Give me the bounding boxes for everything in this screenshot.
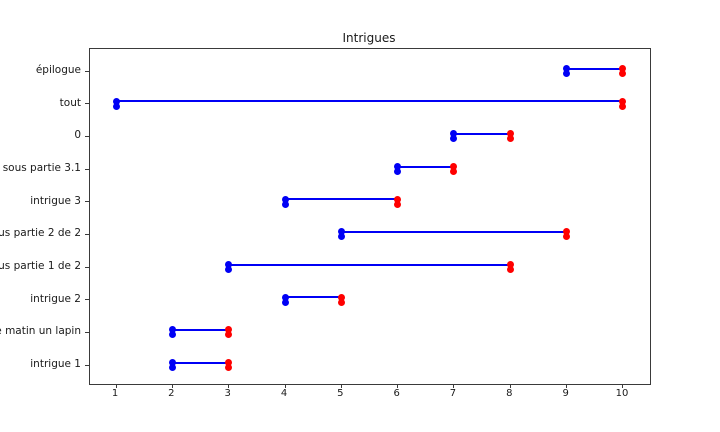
start-marker-dot (112, 102, 120, 110)
x-tick-label: 8 (506, 388, 513, 399)
x-tick-label: 1 (111, 388, 119, 399)
x-tick-label: 6 (393, 388, 400, 399)
x-tick-label: 2 (168, 388, 175, 399)
end-marker-dot (563, 233, 571, 241)
x-tick-mark (340, 384, 342, 388)
end-marker-dot (394, 200, 402, 208)
end-marker-dot (506, 135, 514, 143)
x-tick-label: 5 (337, 388, 344, 399)
duration-line (397, 165, 454, 168)
start-marker-dot (281, 298, 289, 306)
x-tick-mark (622, 384, 624, 388)
y-tick-label: intrigue 1 (30, 358, 81, 370)
start-marker-dot (281, 195, 289, 203)
end-marker-dot (563, 228, 571, 236)
duration-line (116, 100, 623, 103)
start-marker-dot (450, 130, 458, 138)
start-marker-dot (225, 261, 233, 268)
x-tick-mark (228, 384, 230, 388)
x-tick-label: 7 (449, 388, 457, 399)
start-marker-dot (168, 364, 176, 371)
duration-line (566, 67, 623, 70)
y-tick-label: épilogue (35, 64, 81, 76)
end-marker-dot (619, 65, 627, 72)
start-marker-dot (168, 326, 176, 334)
y-tick-label: e matin un lapin (0, 325, 81, 338)
start-marker-dot (394, 168, 402, 175)
x-tick-mark (566, 384, 568, 388)
duration-line (172, 328, 229, 331)
y-tick-mark (85, 299, 89, 301)
start-marker-dot (337, 233, 345, 241)
y-tick-mark (85, 331, 89, 333)
end-marker-dot (225, 326, 233, 334)
y-tick-mark (85, 168, 89, 170)
y-tick-mark (85, 233, 89, 235)
duration-line (228, 263, 511, 266)
duration-line (453, 132, 511, 135)
y-tick-mark (85, 266, 89, 268)
y-tick-label: sous partie 3.1 (2, 162, 81, 174)
y-tick-label: intrigue 3 (30, 194, 81, 207)
y-tick-mark (85, 201, 89, 203)
end-marker-dot (394, 195, 402, 203)
start-marker-dot (563, 65, 571, 72)
end-marker-dot (225, 331, 233, 339)
end-marker-dot (225, 359, 233, 366)
end-marker-dot (506, 130, 514, 138)
start-marker-dot (563, 70, 571, 77)
x-tick-label: 3 (224, 388, 231, 399)
start-marker-dot (281, 200, 289, 208)
x-tick-label: 10 (615, 388, 629, 399)
duration-line (285, 198, 398, 201)
y-tick-label: intrigue 2 (30, 292, 81, 305)
chart-title: Intrigues (342, 31, 396, 45)
plot-area (85, 48, 651, 388)
x-tick-mark (453, 384, 455, 388)
end-marker-dot (225, 364, 233, 371)
y-tick-mark (85, 364, 89, 366)
end-marker-dot (506, 266, 514, 273)
start-marker-dot (168, 359, 176, 366)
end-marker-dot (337, 298, 345, 306)
end-marker-dot (619, 102, 627, 110)
end-marker-dot (450, 163, 458, 170)
y-tick-label: tout (59, 96, 81, 109)
x-tick-mark (509, 384, 511, 388)
x-tick-label: 4 (280, 388, 288, 399)
start-marker-dot (337, 228, 345, 236)
x-tick-mark (284, 384, 286, 388)
end-marker-dot (506, 261, 514, 268)
x-tick-mark (115, 384, 117, 388)
y-tick-label: ous partie 1 de 2 (0, 260, 81, 272)
end-marker-dot (337, 293, 345, 301)
y-tick-label: 0 (74, 129, 81, 142)
end-marker-dot (619, 70, 627, 77)
start-marker-dot (281, 293, 289, 301)
y-tick-label: ous partie 2 de 2 (0, 227, 81, 240)
x-tick-mark (397, 384, 399, 388)
y-tick-mark (85, 70, 89, 72)
duration-line (172, 361, 229, 364)
y-tick-mark (85, 103, 89, 105)
y-tick-mark (85, 135, 89, 137)
duration-line (285, 296, 342, 299)
duration-line (341, 230, 567, 233)
start-marker-dot (168, 331, 176, 339)
x-tick-label: 9 (562, 388, 569, 399)
end-marker-dot (450, 168, 458, 175)
x-axis-tick-labels: 1 2 3 4 5 6 7 8 9 10 (89, 388, 649, 402)
start-marker-dot (394, 163, 402, 170)
start-marker-dot (450, 135, 458, 143)
end-marker-dot (619, 97, 627, 105)
x-tick-mark (171, 384, 173, 388)
start-marker-dot (225, 266, 233, 273)
start-marker-dot (112, 97, 120, 105)
